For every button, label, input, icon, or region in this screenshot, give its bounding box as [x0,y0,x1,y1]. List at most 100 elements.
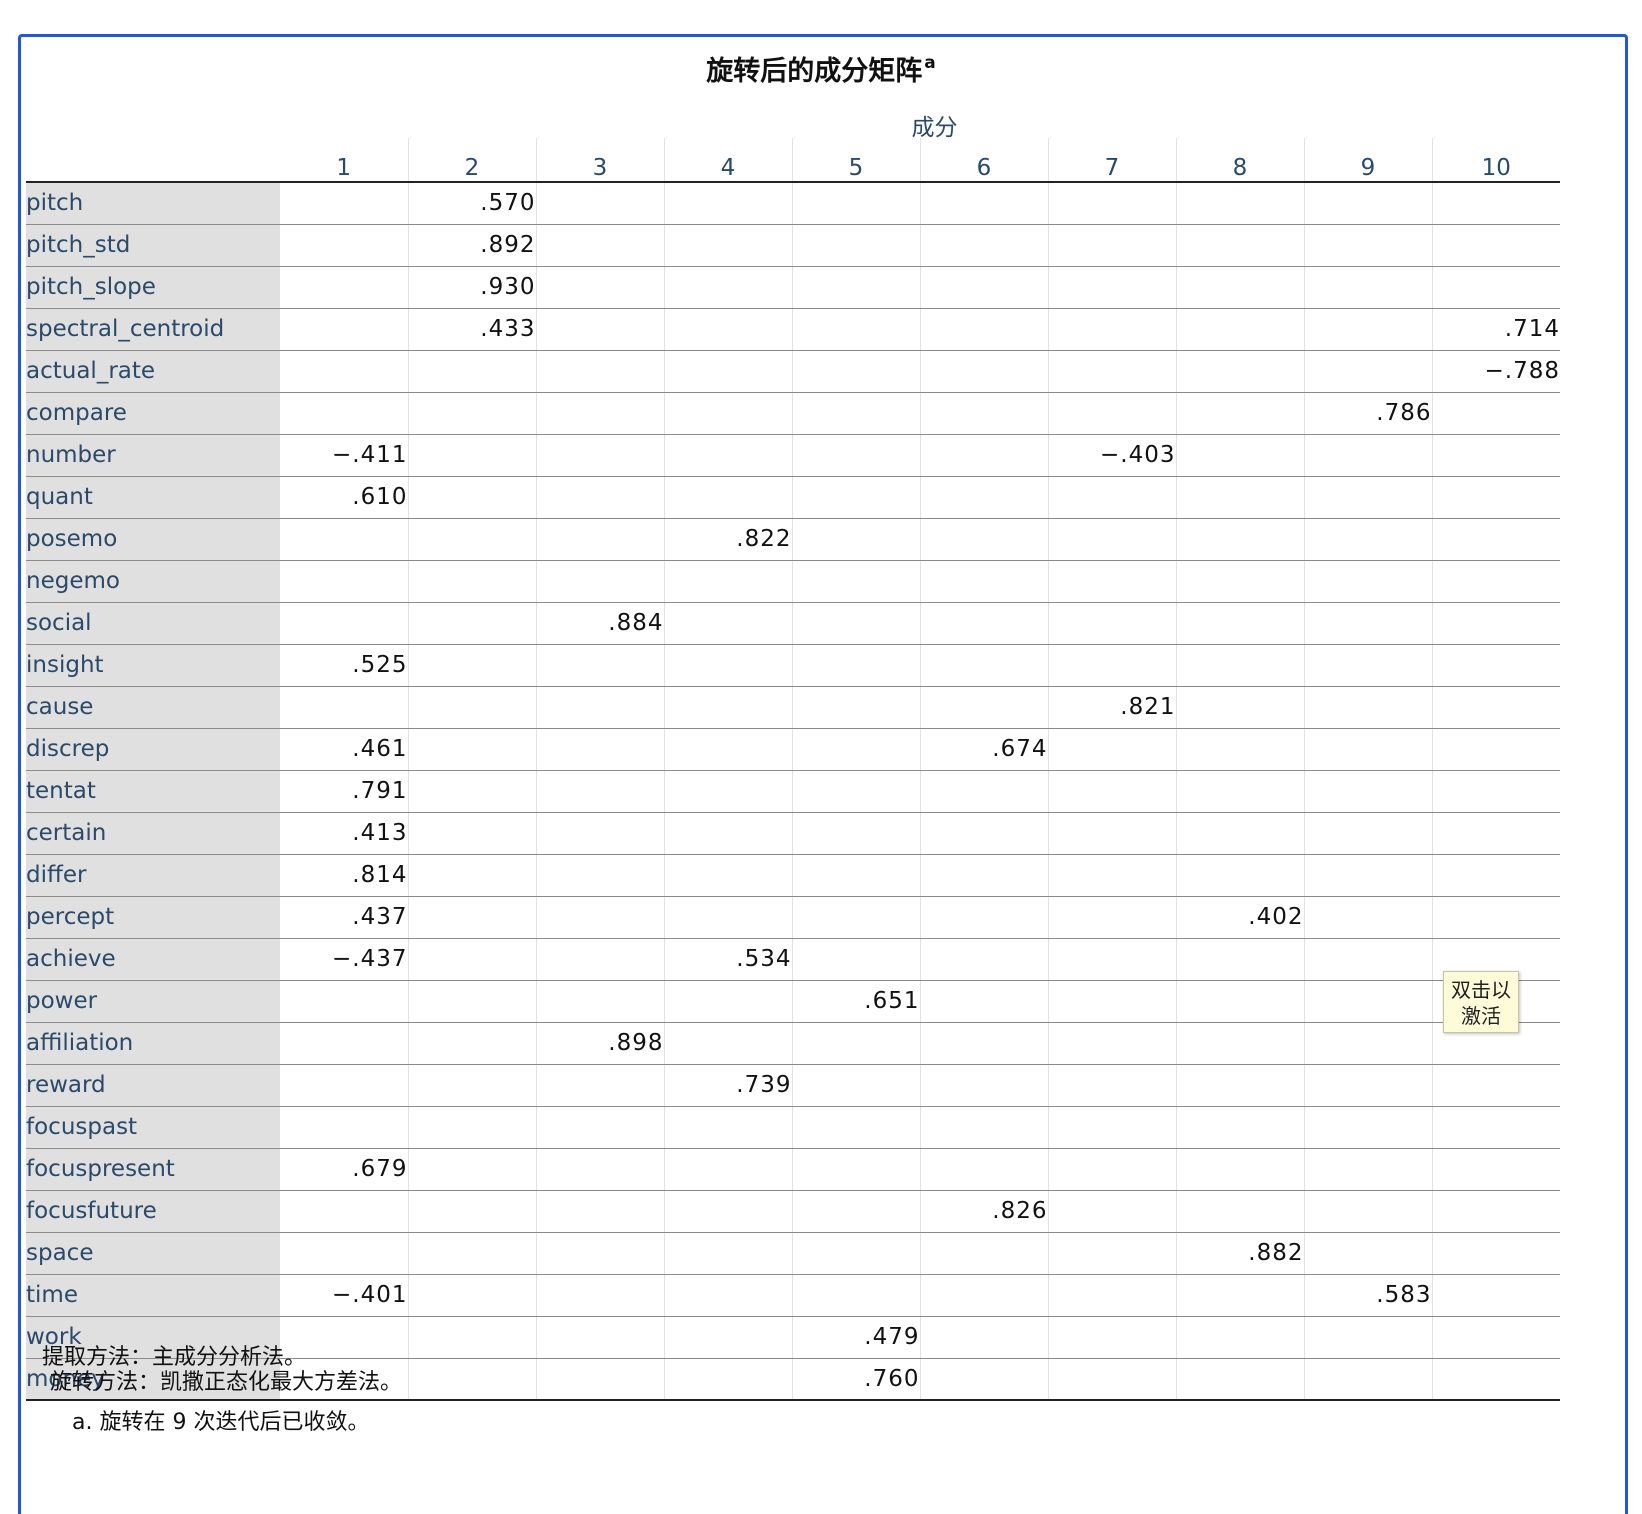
loading-cell [1047,896,1176,939]
loading-cell [1431,1064,1560,1107]
loading-cell [1047,224,1176,267]
loading-cell [919,1274,1048,1317]
loading-cell [407,1358,536,1401]
loading-cell [1431,266,1560,309]
loading-cell [535,728,664,771]
loading-cell [791,308,920,351]
loading-cell: .786 [1303,392,1432,435]
loading-cell [919,770,1048,813]
table-row: pitch_slope .930 [26,266,1560,309]
loading-cell [919,1064,1048,1107]
loading-cell [535,770,664,813]
loading-cell [1047,728,1176,771]
loading-cell [1175,1316,1304,1359]
loading-cell [280,1190,408,1233]
table-row: focuspast [26,1106,1560,1149]
loading-cell [1303,518,1432,561]
table-row: cause .821 [26,686,1560,729]
loading-cell: .461 [280,728,408,771]
loading-cell [407,686,536,729]
loading-cell: .525 [280,644,408,687]
table-row: negemo [26,560,1560,603]
loading-cell [1047,812,1176,855]
row-label: posemo [26,518,280,561]
loading-cell [663,560,792,603]
loading-cell [535,350,664,393]
row-label: affiliation [26,1022,280,1065]
loading-cell: .437 [280,896,408,939]
loading-cell [919,686,1048,729]
loading-cell: .892 [407,224,536,267]
row-label: compare [26,392,280,435]
loading-cell [791,1274,920,1317]
table-title: 旋转后的成分矩阵 a [0,49,1642,88]
loading-cell [280,1106,408,1149]
activate-tooltip[interactable]: 双击以 激活 [1443,971,1519,1033]
row-label: discrep [26,728,280,771]
loading-cell [407,728,536,771]
loading-cell [919,602,1048,645]
loading-cell [1175,434,1304,477]
row-label: negemo [26,560,280,603]
loading-cell [535,224,664,267]
loading-cell [1303,266,1432,309]
loading-cell [280,602,408,645]
loading-cell [1047,1106,1176,1149]
loading-cell [1047,1232,1176,1275]
loading-cell: .534 [663,938,792,981]
loading-cell [919,392,1048,435]
row-label: differ [26,854,280,897]
loading-cell [1047,266,1176,309]
loading-cell: .570 [407,182,536,225]
loading-cell [1303,1232,1432,1275]
loading-cell [407,434,536,477]
loading-cell [280,1232,408,1275]
loading-cell [1047,602,1176,645]
row-label: cause [26,686,280,729]
loading-cell [535,980,664,1023]
column-header-10: 10 [1431,138,1560,183]
table-row: achieve −.437 .534 [26,938,1560,981]
footnote-extraction: 提取方法：主成分分析法。 [42,1345,307,1370]
loading-cell [280,392,408,435]
loading-cell: .651 [791,980,920,1023]
loading-cell [1047,1358,1176,1401]
row-label: certain [26,812,280,855]
table-row: tentat .791 [26,770,1560,813]
loading-cell [1303,434,1432,477]
row-label: time [26,1274,280,1317]
loading-cell [407,938,536,981]
loading-cell [1047,518,1176,561]
loading-cell [1431,1358,1560,1401]
loading-cell [791,728,920,771]
loading-cell [535,1232,664,1275]
loading-cell [1303,980,1432,1023]
table-row: actual_rate −.788 [26,350,1560,393]
rotated-component-matrix: 1 2 3 4 5 6 7 8 9 10 pitch .570 pitch_std .892 pitch_… [26,138,1560,1401]
loading-cell [919,182,1048,225]
table-row: space .882 [26,1232,1560,1275]
loading-cell [280,1064,408,1107]
loading-cell [663,350,792,393]
loading-cell [1175,518,1304,561]
loading-cell [791,1232,920,1275]
loading-cell [1431,476,1560,519]
loading-cell [1431,1148,1560,1191]
loading-cell [1175,728,1304,771]
loading-cell [1303,896,1432,939]
loading-cell [407,1316,536,1359]
loading-cell [1431,602,1560,645]
loading-cell [1431,182,1560,225]
table-row: spectral_centroid .433 .714 [26,308,1560,351]
loading-cell: .760 [791,1358,920,1401]
table-row: certain .413 [26,812,1560,855]
row-label: quant [26,476,280,519]
loading-cell [407,560,536,603]
loading-cell [663,182,792,225]
column-header-8: 8 [1175,138,1304,183]
loading-cell [1431,770,1560,813]
loading-cell [791,1106,920,1149]
table-row: posemo .822 [26,518,1560,561]
loading-cell [663,896,792,939]
loading-cell: .433 [407,308,536,351]
